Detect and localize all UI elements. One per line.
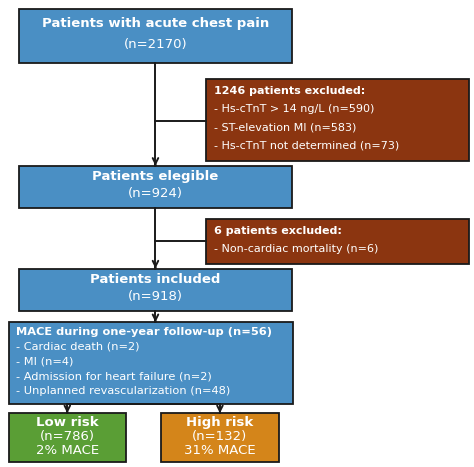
Text: - ST-elevation MI (n=583): - ST-elevation MI (n=583) [214,122,356,133]
Text: (n=918): (n=918) [128,290,183,303]
Text: (n=132): (n=132) [192,430,247,443]
Text: - Non-cardiac mortality (n=6): - Non-cardiac mortality (n=6) [214,244,378,254]
Text: 1246 patients excluded:: 1246 patients excluded: [214,86,365,96]
Text: - MI (n=4): - MI (n=4) [16,357,73,367]
Text: 31% MACE: 31% MACE [184,444,256,457]
Text: Low risk: Low risk [36,416,99,429]
FancyBboxPatch shape [19,9,292,63]
FancyBboxPatch shape [9,413,126,462]
Text: (n=924): (n=924) [128,187,183,200]
Text: - Hs-cTnT not determined (n=73): - Hs-cTnT not determined (n=73) [214,141,399,151]
Text: (n=2170): (n=2170) [123,38,187,51]
Text: Patients included: Patients included [90,273,220,286]
Text: - Unplanned revascularization (n=48): - Unplanned revascularization (n=48) [16,386,230,396]
Text: High risk: High risk [186,416,254,429]
FancyBboxPatch shape [19,166,292,208]
Text: (n=786): (n=786) [40,430,95,443]
Text: - Admission for heart failure (n=2): - Admission for heart failure (n=2) [16,371,212,382]
Text: 2% MACE: 2% MACE [36,444,99,457]
FancyBboxPatch shape [161,413,279,462]
FancyBboxPatch shape [206,219,469,264]
FancyBboxPatch shape [206,79,469,161]
FancyBboxPatch shape [9,322,293,404]
Text: - Cardiac death (n=2): - Cardiac death (n=2) [16,342,140,352]
Text: 6 patients excluded:: 6 patients excluded: [214,226,342,236]
FancyBboxPatch shape [19,269,292,311]
Text: Patients with acute chest pain: Patients with acute chest pain [42,17,269,30]
Text: - Hs-cTnT > 14 ng/L (n=590): - Hs-cTnT > 14 ng/L (n=590) [214,104,374,114]
Text: Patients elegible: Patients elegible [92,170,219,183]
Text: MACE during one-year follow-up (n=56): MACE during one-year follow-up (n=56) [16,327,272,337]
